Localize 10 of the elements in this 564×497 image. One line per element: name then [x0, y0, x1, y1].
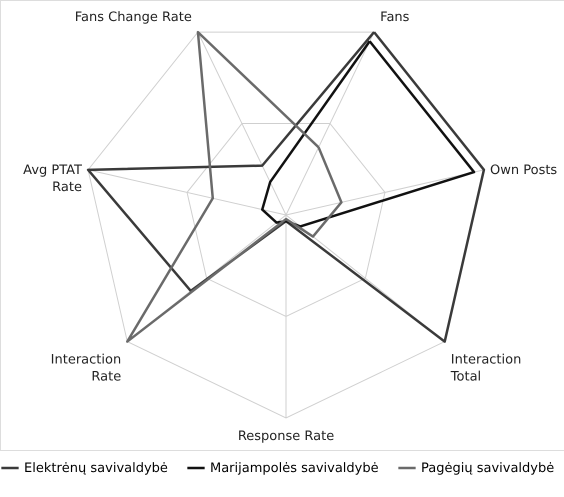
spoke-label: Own Posts — [490, 162, 558, 178]
spoke-label: Interaction Total — [450, 352, 522, 385]
spoke-label: Fans — [380, 10, 410, 25]
legend-label: Pagėgių savivaldybė — [421, 461, 554, 476]
legend-label: Elektrėnų savivaldybė — [24, 461, 168, 476]
spoke-label: Avg PTAT Rate — [23, 162, 82, 195]
legend-label: Marijampolės savivaldybė — [210, 461, 379, 476]
spoke-label: Response Rate — [238, 429, 334, 444]
spoke-label: Interaction Rate — [50, 352, 122, 385]
spoke-label: Fans Change Rate — [74, 10, 192, 25]
